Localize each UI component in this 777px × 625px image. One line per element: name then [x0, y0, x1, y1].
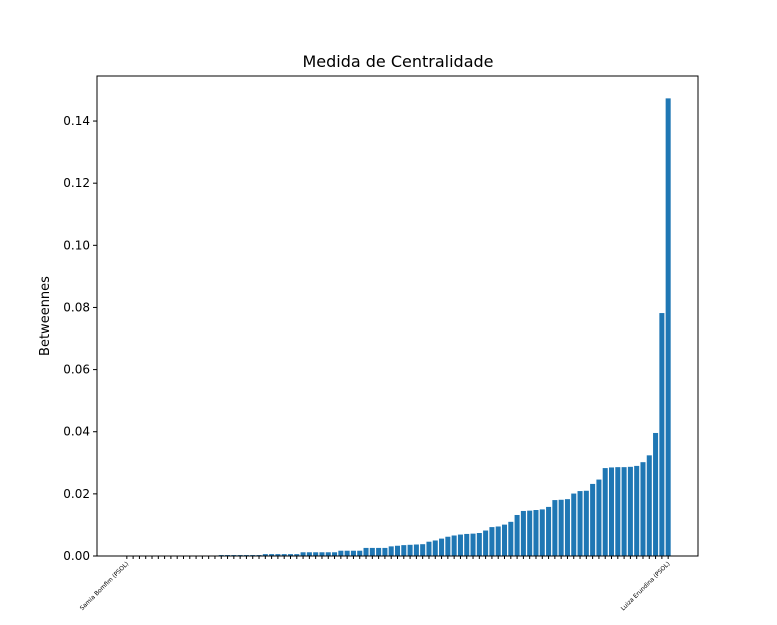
bar	[401, 545, 407, 556]
bar	[489, 527, 495, 556]
y-tick-label: 0.12	[63, 176, 90, 190]
bar	[583, 490, 589, 556]
bar	[627, 466, 633, 556]
plot-frame	[96, 75, 699, 557]
bar	[319, 552, 325, 556]
bar	[287, 554, 294, 556]
bar	[571, 493, 577, 556]
bar	[615, 467, 621, 556]
bar	[281, 554, 287, 556]
bar	[457, 534, 463, 556]
bar	[608, 467, 615, 556]
bar	[590, 483, 596, 556]
bar	[495, 526, 501, 556]
x-tick-label: Samia Bomfim (PSOL)	[79, 560, 131, 612]
bar	[300, 552, 306, 556]
bar	[357, 550, 363, 556]
bar	[520, 510, 526, 556]
bar	[558, 499, 564, 556]
bar	[514, 514, 520, 556]
bar	[552, 500, 558, 556]
bar	[394, 545, 401, 556]
bar	[640, 462, 646, 556]
bar	[464, 533, 470, 556]
bar	[646, 455, 652, 556]
bar	[413, 544, 419, 556]
bar	[634, 465, 640, 556]
y-tick-label: 0.06	[63, 363, 90, 377]
bar	[382, 547, 388, 556]
bar	[294, 554, 300, 556]
y-tick-label: 0.02	[63, 487, 90, 501]
bar	[596, 479, 602, 556]
bar	[527, 510, 533, 556]
bar	[659, 313, 665, 556]
y-tick-label: 0.10	[63, 238, 90, 252]
y-axis-label: Betweennes	[38, 276, 53, 356]
bar	[621, 467, 627, 556]
bar	[546, 506, 552, 556]
bar	[577, 491, 583, 556]
y-tick-label: 0.14	[63, 114, 90, 128]
bar	[363, 547, 369, 556]
bar	[344, 550, 350, 556]
bar	[325, 552, 331, 556]
bar	[432, 540, 438, 556]
bar	[388, 546, 394, 556]
bar	[426, 541, 432, 556]
bar	[564, 499, 570, 556]
bar	[501, 524, 508, 556]
bar	[508, 521, 514, 556]
bar	[483, 530, 489, 556]
bar	[376, 547, 382, 556]
bar	[533, 510, 539, 556]
bar	[451, 535, 457, 556]
bar	[476, 533, 482, 556]
bar	[338, 550, 344, 556]
y-tick-label: 0.04	[63, 425, 90, 439]
bar	[306, 552, 312, 556]
bar	[332, 552, 338, 556]
bar	[269, 554, 275, 556]
bar	[653, 432, 659, 556]
bar	[470, 533, 476, 556]
y-tick-label: 0.08	[63, 300, 90, 314]
bar	[313, 552, 319, 556]
bar	[407, 544, 413, 556]
chart-title: Medida de Centralidade	[302, 52, 493, 71]
bar	[439, 538, 445, 556]
bar	[369, 547, 375, 556]
bar	[420, 544, 426, 556]
bar	[350, 550, 356, 556]
y-tick-label: 0.00	[63, 549, 90, 563]
bar	[275, 554, 281, 556]
bar	[665, 98, 671, 557]
bar	[445, 536, 451, 556]
bar	[539, 509, 545, 556]
bar	[602, 468, 608, 556]
bar	[262, 554, 268, 556]
x-tick-label: Luiza Erundina (PSOL)	[620, 560, 672, 612]
